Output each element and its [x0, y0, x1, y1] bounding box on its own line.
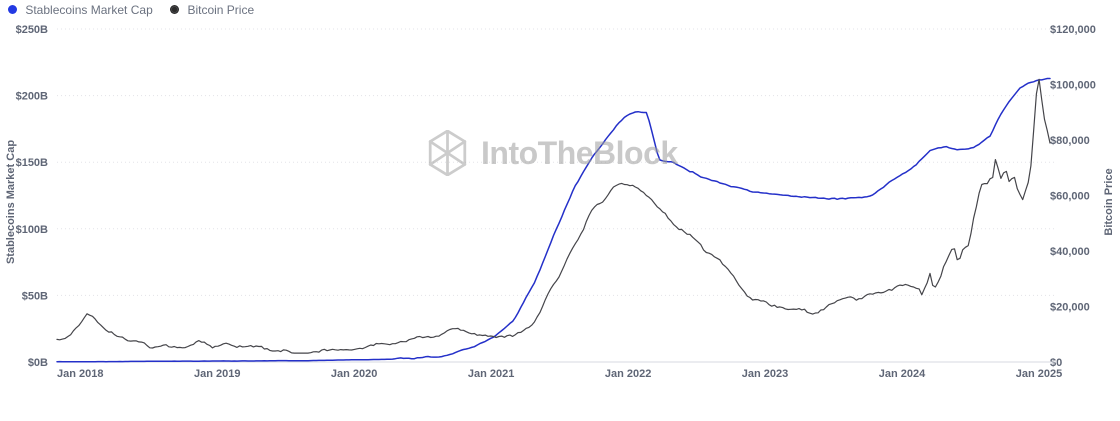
svg-text:Jan 2025: Jan 2025 — [1016, 368, 1062, 380]
svg-text:Jan 2024: Jan 2024 — [879, 368, 926, 380]
svg-text:Jan 2018: Jan 2018 — [57, 368, 103, 380]
svg-text:$100,000: $100,000 — [1050, 80, 1096, 92]
svg-text:Jan 2021: Jan 2021 — [468, 368, 514, 380]
svg-text:$100B: $100B — [16, 224, 48, 236]
svg-text:Jan 2019: Jan 2019 — [194, 368, 240, 380]
svg-text:$150B: $150B — [16, 157, 48, 169]
svg-text:$20,000: $20,000 — [1050, 302, 1090, 314]
svg-text:Jan 2020: Jan 2020 — [331, 368, 377, 380]
svg-text:$200B: $200B — [16, 91, 48, 103]
svg-text:Jan 2023: Jan 2023 — [742, 368, 788, 380]
svg-text:Jan 2022: Jan 2022 — [605, 368, 651, 380]
svg-text:$40,000: $40,000 — [1050, 246, 1090, 258]
svg-text:$120,000: $120,000 — [1050, 24, 1096, 36]
svg-text:$250B: $250B — [16, 24, 48, 36]
svg-text:$0B: $0B — [28, 357, 48, 369]
svg-text:$50B: $50B — [22, 290, 48, 302]
svg-text:$80,000: $80,000 — [1050, 135, 1090, 147]
svg-text:$60,000: $60,000 — [1050, 191, 1090, 203]
